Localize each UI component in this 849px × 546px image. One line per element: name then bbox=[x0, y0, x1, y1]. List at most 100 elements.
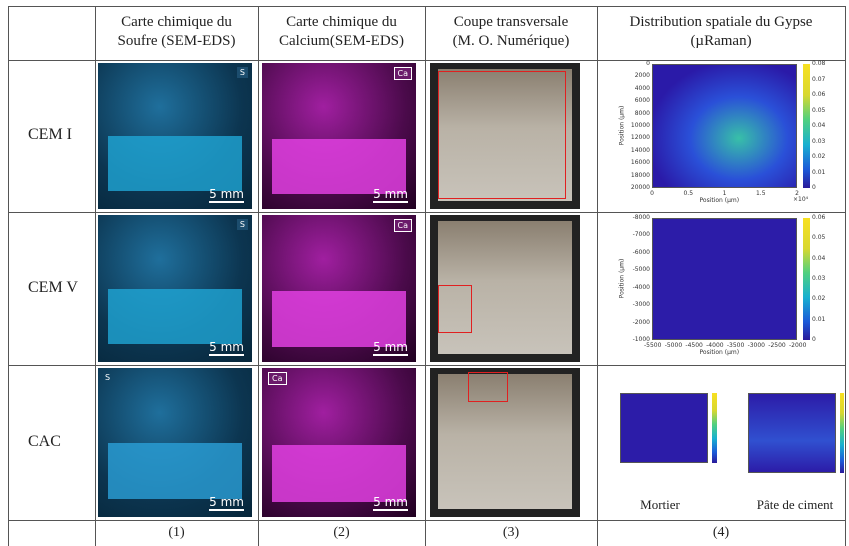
x-tick-label: -5000 bbox=[665, 342, 681, 349]
scale-bar: 5 mm bbox=[373, 188, 408, 203]
grid-line bbox=[8, 60, 846, 61]
y-tick-label: 16000 bbox=[626, 159, 650, 166]
x-tick-label: -4500 bbox=[685, 342, 701, 349]
map-lower bbox=[272, 291, 406, 347]
colorbar-tick: 0.01 bbox=[812, 316, 825, 323]
grid-line bbox=[8, 212, 846, 213]
heatmap bbox=[620, 393, 708, 463]
x-tick-label: 1 bbox=[717, 190, 733, 197]
colorbar-tick: 0.04 bbox=[812, 255, 825, 262]
calcium-map: Ca 5 mm bbox=[262, 63, 416, 209]
element-badge: Ca bbox=[268, 372, 287, 385]
x-axis-label: Position (µm) bbox=[700, 197, 740, 204]
element-badge: S bbox=[237, 219, 248, 230]
element-badge: Ca bbox=[394, 67, 413, 80]
colorbar-tick: 0.05 bbox=[812, 107, 825, 114]
element-badge: S bbox=[102, 372, 113, 383]
heatmap bbox=[748, 393, 836, 473]
roi-box bbox=[438, 285, 472, 333]
map-lower bbox=[108, 443, 242, 500]
row-label: CAC bbox=[28, 433, 61, 451]
column-header: Coupe transversale (M. O. Numérique) bbox=[425, 13, 597, 51]
colorbar-tick: 0.03 bbox=[812, 138, 825, 145]
grid-line bbox=[425, 6, 426, 546]
colorbar-tick: 0.02 bbox=[812, 153, 825, 160]
y-tick-label: 4000 bbox=[626, 85, 650, 92]
element-badge: Ca bbox=[394, 219, 413, 232]
y-tick-label: -3000 bbox=[626, 301, 650, 308]
scale-bar: 5 mm bbox=[373, 496, 408, 511]
grid-line bbox=[8, 6, 846, 7]
scale-bar: 5 mm bbox=[209, 188, 244, 203]
y-tick-label: -6000 bbox=[626, 249, 650, 256]
y-tick-label: 12000 bbox=[626, 134, 650, 141]
figure-table: Carte chimique du Soufre (SEM-EDS)Carte … bbox=[0, 0, 849, 546]
y-tick-label: -4000 bbox=[626, 284, 650, 291]
column-number: (3) bbox=[425, 525, 597, 541]
sulfur-map: S 5 mm bbox=[98, 215, 252, 362]
sulfur-map: S 5 mm bbox=[98, 63, 252, 209]
y-tick-label: 18000 bbox=[626, 172, 650, 179]
column-number: (4) bbox=[597, 525, 845, 541]
colorbar-tick: 0.05 bbox=[812, 234, 825, 241]
x-tick-label: -4000 bbox=[706, 342, 722, 349]
colorbar bbox=[803, 218, 810, 340]
grid-line bbox=[8, 520, 846, 521]
map-lower bbox=[272, 445, 406, 502]
x-tick-label: -2000 bbox=[789, 342, 805, 349]
plot-caption: Mortier bbox=[615, 497, 705, 513]
y-axis-label: Position (µm) bbox=[618, 259, 625, 299]
colorbar-tick: 0.03 bbox=[812, 275, 825, 282]
cross-section-photo bbox=[430, 368, 580, 517]
colorbar bbox=[712, 393, 717, 463]
row-label: CEM I bbox=[28, 126, 72, 144]
heatmap bbox=[652, 64, 797, 188]
grid-line bbox=[95, 6, 96, 546]
roi-box bbox=[438, 71, 566, 199]
y-axis-label: Position (µm) bbox=[618, 106, 625, 146]
y-tick-label: -5000 bbox=[626, 266, 650, 273]
column-number: (1) bbox=[95, 525, 258, 541]
plot-caption: Pâte de ciment bbox=[745, 497, 845, 513]
y-tick-label: 0 bbox=[626, 60, 650, 67]
x-tick-label: -3500 bbox=[727, 342, 743, 349]
scale-bar: 5 mm bbox=[209, 496, 244, 511]
colorbar bbox=[803, 64, 810, 188]
y-tick-label: 6000 bbox=[626, 97, 650, 104]
colorbar-tick: 0.01 bbox=[812, 169, 825, 176]
x-tick-label: -2500 bbox=[768, 342, 784, 349]
y-tick-label: -8000 bbox=[626, 214, 650, 221]
y-tick-label: 14000 bbox=[626, 147, 650, 154]
colorbar-tick: 0.06 bbox=[812, 214, 825, 221]
cross-section-photo bbox=[430, 215, 580, 362]
x-tick-label: -3000 bbox=[748, 342, 764, 349]
map-lower bbox=[108, 289, 242, 345]
column-header: Distribution spatiale du Gypse (µRaman) bbox=[597, 13, 845, 51]
heatmap bbox=[652, 218, 797, 340]
column-number: (2) bbox=[258, 525, 425, 541]
x-tick-label: 0.5 bbox=[680, 190, 696, 197]
sulfur-map: S 5 mm bbox=[98, 368, 252, 517]
y-tick-label: -2000 bbox=[626, 319, 650, 326]
scale-bar: 5 mm bbox=[373, 341, 408, 356]
colorbar-tick: 0.02 bbox=[812, 295, 825, 302]
cross-section-photo bbox=[430, 63, 580, 209]
grid-line bbox=[845, 6, 846, 546]
scale-bar: 5 mm bbox=[209, 341, 244, 356]
colorbar-tick: 0.06 bbox=[812, 91, 825, 98]
x-axis-label: Position (µm) bbox=[700, 349, 740, 356]
colorbar-tick: 0.08 bbox=[812, 60, 825, 67]
colorbar bbox=[840, 393, 844, 473]
row-label: CEM V bbox=[28, 279, 78, 297]
colorbar-tick: 0 bbox=[812, 184, 816, 191]
calcium-map: Ca 5 mm bbox=[262, 368, 416, 517]
x-tick-label: 0 bbox=[644, 190, 660, 197]
grid-line bbox=[258, 6, 259, 546]
column-header: Carte chimique du Soufre (SEM-EDS) bbox=[95, 13, 258, 51]
element-badge: S bbox=[237, 67, 248, 78]
grid-line bbox=[8, 365, 846, 366]
grid-line bbox=[597, 6, 598, 546]
roi-box bbox=[468, 372, 508, 402]
y-tick-label: 2000 bbox=[626, 72, 650, 79]
y-tick-label: -7000 bbox=[626, 231, 650, 238]
